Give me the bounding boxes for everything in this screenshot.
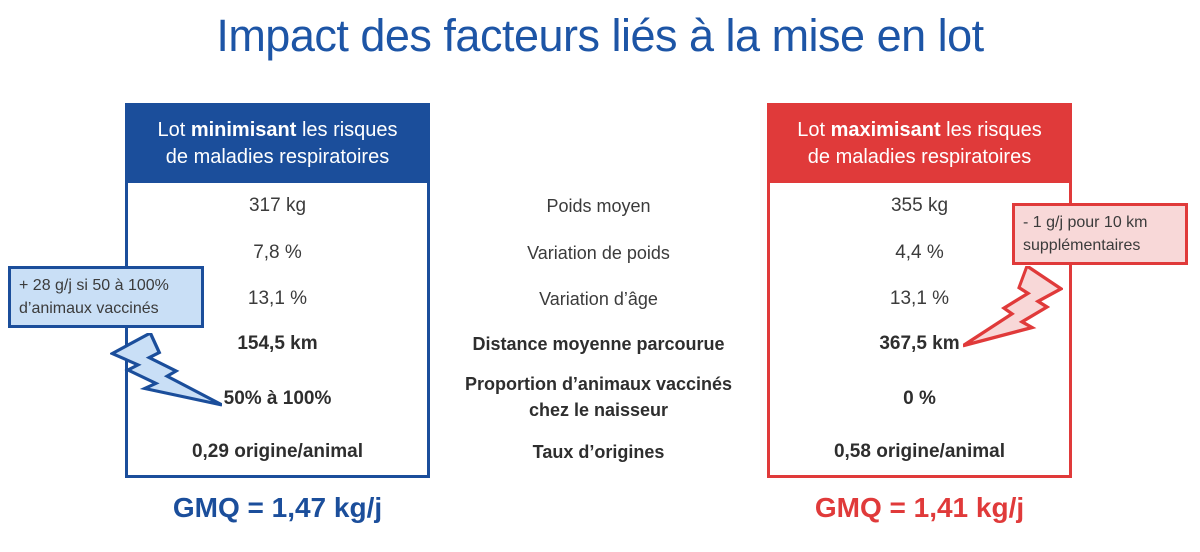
callout-vaccination: + 28 g/j si 50 à 100% d’animaux vaccinés [8,266,204,328]
lot-min-value: 50% à 100% [223,388,332,409]
lot-min-header: Lot minimisant les risques de maladies r… [128,106,427,183]
gmq-min-label: GMQ = 1,47 kg/j [172,492,383,523]
lot-min-value: 13,1 % [247,288,308,309]
lot-max-header-line1: Lot maximisant les risques [770,117,1069,144]
callout-distance: - 1 g/j pour 10 km supplémentaires [1012,203,1188,265]
factor-label: Distance moyenne parcourue [472,334,725,354]
lot-min-value: 154,5 km [237,333,318,354]
lightning-bolt-red-icon [963,266,1063,348]
header-bold-word: maximisant [830,119,941,141]
header-text: les risques [940,119,1042,141]
factor-label: Variation d’âge [539,289,658,309]
gmq-max-label: GMQ = 1,41 kg/j [814,492,1025,523]
lot-max-value: 4,4 % [895,242,944,263]
callout-distance-line2: supplémentaires [1023,237,1141,254]
lot-max-value: 0 % [903,388,936,409]
callout-distance-line1: - 1 g/j pour 10 km [1023,214,1148,231]
lot-min-value: 0,29 origine/animal [191,441,364,462]
header-text: Lot [157,119,191,141]
lot-max-header-line2: de maladies respiratoires [807,146,1032,168]
callout-vaccination-line1: + 28 g/j si 50 à 100% [19,277,169,294]
callout-vaccination-line2: d’animaux vaccinés [19,300,159,317]
factor-label: Variation de poids [527,243,670,263]
factor-label: Proportion d’animaux vaccinés chez le na… [430,371,767,423]
page-title: Impact des facteurs liés à la mise en lo… [216,10,984,61]
factor-label: Poids moyen [546,196,651,216]
lot-max-value: 355 kg [890,195,949,216]
lot-min-header-line1: Lot minimisant les risques [128,117,427,144]
header-bold-word: minimisant [190,119,297,141]
header-text: Lot [797,119,831,141]
lot-min-value: 7,8 % [253,242,302,263]
header-text: les risques [296,119,398,141]
lightning-bolt-blue-icon [110,333,222,407]
factor-label-line2: chez le naisseur [528,400,669,420]
lot-max-value: 0,58 origine/animal [833,441,1006,462]
lot-min-value: 317 kg [248,195,307,216]
factor-label: Taux d’origines [532,442,665,462]
lot-max-header: Lot maximisant les risques de maladies r… [770,106,1069,183]
lot-max-value: 367,5 km [879,333,960,354]
lot-min-box: Lot minimisant les risques de maladies r… [125,103,430,478]
lot-min-header-line2: de maladies respiratoires [165,146,390,168]
lot-max-value: 13,1 % [889,288,950,309]
factor-label-line1: Proportion d’animaux vaccinés [464,374,733,394]
